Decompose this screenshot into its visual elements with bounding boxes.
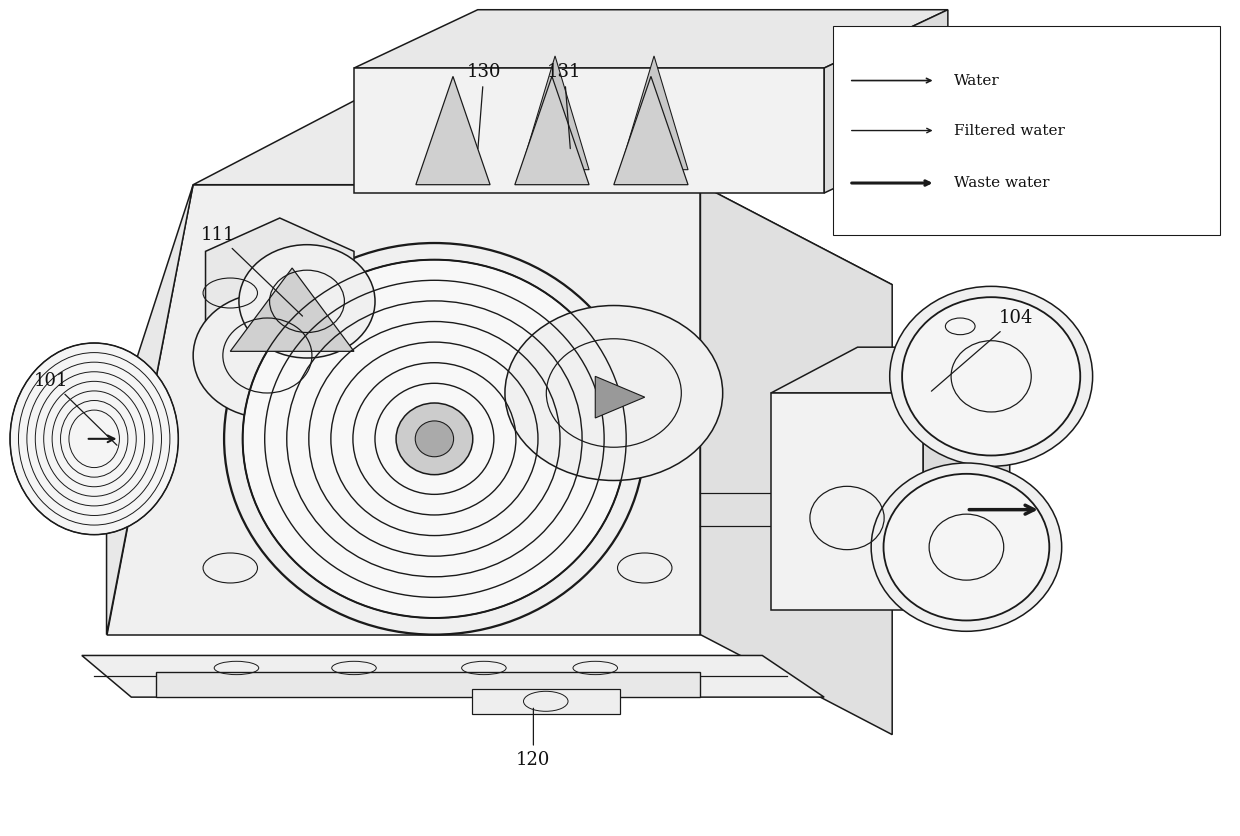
Polygon shape (193, 84, 893, 285)
Polygon shape (82, 655, 825, 697)
Ellipse shape (415, 421, 454, 456)
Ellipse shape (224, 243, 645, 635)
Polygon shape (521, 56, 589, 170)
Polygon shape (206, 218, 353, 351)
Polygon shape (771, 393, 923, 609)
Polygon shape (119, 389, 136, 489)
Polygon shape (701, 185, 893, 735)
Ellipse shape (872, 463, 1061, 631)
Text: Filtered water: Filtered water (954, 124, 1065, 138)
Ellipse shape (193, 293, 342, 418)
Polygon shape (595, 376, 645, 418)
Ellipse shape (396, 403, 472, 475)
Ellipse shape (239, 245, 374, 358)
Ellipse shape (243, 260, 626, 618)
Polygon shape (515, 76, 589, 185)
Polygon shape (353, 68, 825, 193)
Polygon shape (231, 268, 353, 351)
Text: 104: 104 (931, 309, 1033, 391)
Text: 101: 101 (33, 371, 117, 446)
Polygon shape (415, 76, 490, 185)
Polygon shape (771, 347, 1009, 393)
Polygon shape (107, 185, 701, 635)
Polygon shape (825, 10, 947, 193)
Polygon shape (923, 347, 1009, 609)
Text: Waste water: Waste water (954, 176, 1049, 190)
Text: 120: 120 (516, 708, 551, 768)
Ellipse shape (505, 305, 723, 481)
Text: Water: Water (954, 74, 999, 88)
Text: 131: 131 (547, 64, 582, 149)
Polygon shape (156, 672, 701, 697)
Ellipse shape (890, 287, 1092, 466)
Polygon shape (620, 56, 688, 170)
Text: 111: 111 (201, 226, 303, 316)
Polygon shape (353, 10, 947, 68)
Polygon shape (471, 689, 620, 714)
Polygon shape (614, 76, 688, 185)
Polygon shape (833, 27, 1220, 235)
Ellipse shape (10, 343, 179, 535)
Polygon shape (107, 185, 193, 635)
Ellipse shape (901, 297, 1080, 456)
Ellipse shape (884, 474, 1049, 620)
Text: 130: 130 (466, 64, 501, 149)
